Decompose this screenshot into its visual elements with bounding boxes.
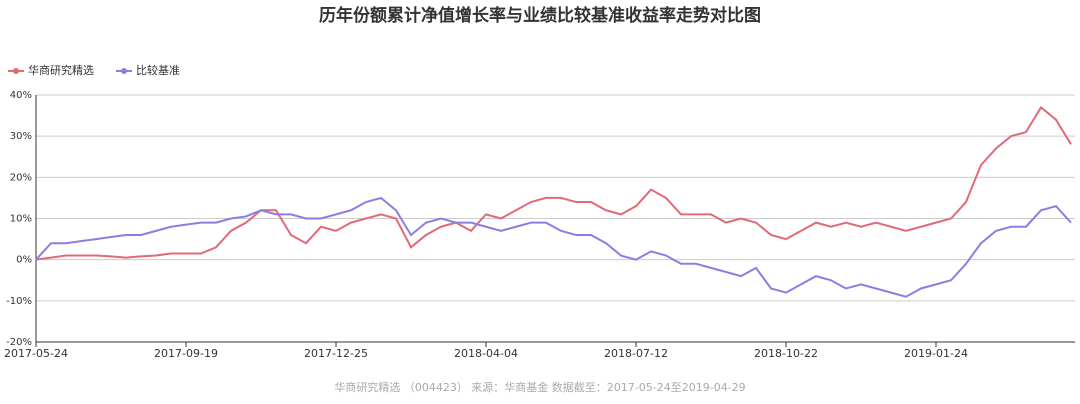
x-tick-label: 2017-12-25 [304,347,368,360]
source-note: 华商研究精选 （004423） 来源：华商基金 数据截至：2017-05-24至… [334,380,745,394]
line-series [35,105,1072,261]
y-tick-label: 0% [16,255,32,266]
chart-title: 历年份额累计净值增长率与业绩比较基准收益率走势对比图 [319,5,761,26]
line-series [35,196,1072,298]
y-tick-label: -20% [6,337,32,348]
x-tick-label: 2018-04-04 [454,347,518,360]
x-tick-label: 2018-07-12 [604,347,668,360]
legend-marker [13,68,19,74]
x-tick-label: 2017-09-19 [154,347,218,360]
legend-marker [121,68,127,74]
y-tick-label: -10% [6,296,32,307]
legend-label: 华商研究精选 [28,63,94,77]
y-tick-label: 40% [10,90,32,101]
x-tick-label: 2018-10-22 [754,347,818,360]
legend-label: 比较基准 [136,63,180,77]
y-tick-label: 20% [10,172,32,183]
x-tick-label: 2019-01-24 [904,347,968,360]
y-tick-label: 10% [10,214,32,225]
x-tick-label: 2017-05-24 [4,347,68,360]
y-tick-label: 30% [10,131,32,142]
